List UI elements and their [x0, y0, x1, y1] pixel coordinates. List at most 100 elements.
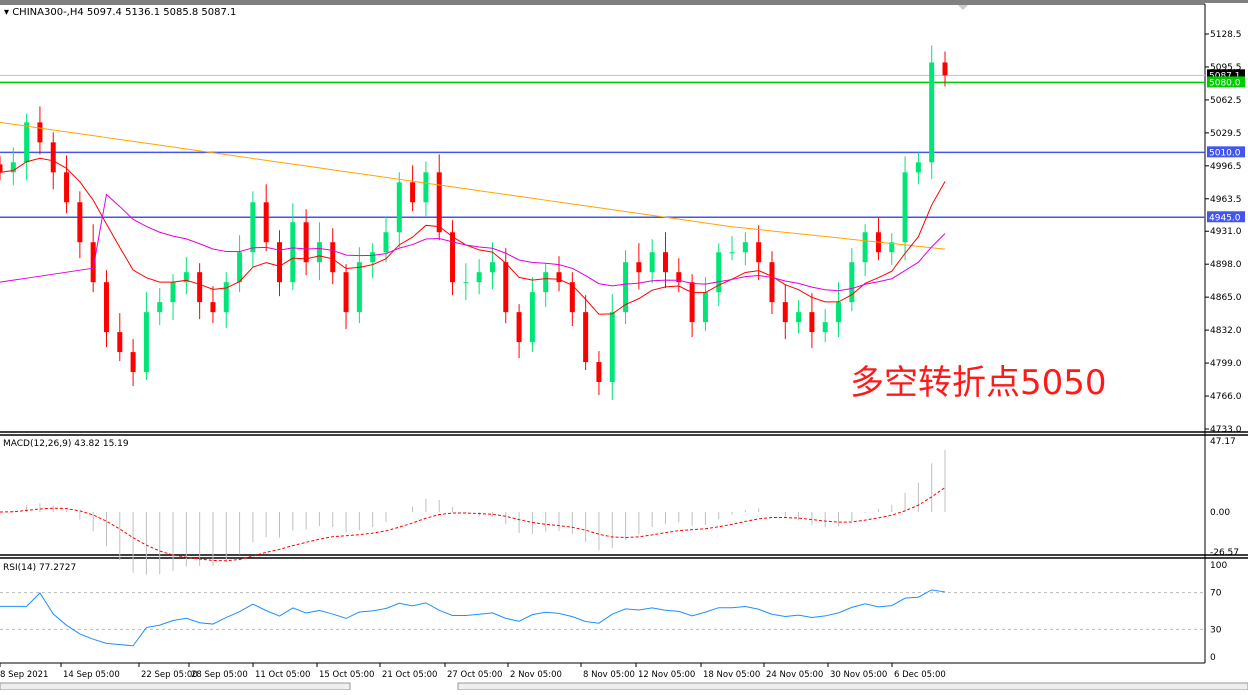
candle-body [649, 252, 655, 273]
time-tick-label: 27 Oct 05:00 [447, 670, 502, 680]
candle-body [809, 312, 815, 333]
ma-short-line [0, 193, 946, 292]
candle-body [343, 272, 349, 313]
price-tick-label: 4963.5 [1210, 195, 1242, 205]
candle-body [942, 62, 948, 76]
time-tick-label: 30 Nov 05:00 [830, 670, 887, 680]
candle-body [929, 62, 935, 163]
annotation-text: 多空转折点5050 [850, 363, 1107, 403]
candle-body [902, 172, 908, 243]
candle-body [849, 262, 855, 303]
price-tick-label: 4733.0 [1210, 425, 1242, 435]
time-tick-label: 6 Dec 05:00 [894, 670, 946, 680]
candle-body [316, 242, 322, 263]
macd-tick-label: 47.17 [1210, 437, 1236, 447]
candle-body [103, 282, 109, 333]
candle-body [277, 242, 283, 283]
candle-body [503, 262, 509, 313]
time-tick-label: 22 Sep 05:00 [141, 670, 198, 680]
price-tick-label: 4898.0 [1210, 260, 1242, 270]
candle-body [662, 252, 668, 273]
candle-body [263, 202, 269, 243]
candle-body [796, 312, 802, 323]
candle-body [516, 312, 522, 343]
current-price-label: 5087.1 [1209, 71, 1241, 81]
price-tick-label: 4996.5 [1210, 162, 1242, 172]
candle-body [676, 272, 682, 283]
candle-body [822, 322, 828, 333]
candle-body [0, 164, 3, 173]
level-badge [1207, 146, 1245, 158]
price-tick-label: 4931.0 [1210, 227, 1242, 237]
candle-body [250, 202, 256, 253]
candle-body [915, 162, 921, 173]
price-tick-label: 4799.0 [1210, 359, 1242, 369]
candle-body [77, 202, 83, 243]
candle-body [556, 272, 562, 283]
time-tick-label: 8 Nov 05:00 [583, 670, 635, 680]
candle-body [543, 272, 549, 293]
candle-body [769, 262, 775, 303]
candle-body [356, 262, 362, 313]
time-tick-label: 18 Nov 05:00 [703, 670, 760, 680]
candle-body [10, 162, 16, 173]
candle-body [117, 332, 123, 353]
time-tick-label: 2 Nov 05:00 [510, 670, 562, 680]
time-tick-label: 15 Oct 05:00 [319, 670, 374, 680]
candle-body [37, 122, 43, 143]
candle-body [90, 242, 96, 283]
candle-body [529, 292, 535, 343]
shift-marker-icon [958, 5, 968, 10]
candle-body [862, 232, 868, 263]
candle-body [569, 282, 575, 313]
candle-body [50, 142, 56, 173]
candle-body [729, 252, 735, 254]
candle-body [170, 282, 176, 303]
candle-body [197, 272, 203, 303]
time-tick-label: 11 Oct 05:00 [255, 670, 310, 680]
price-tick-label: 5062.5 [1210, 96, 1242, 106]
rsi-tick-label: 0 [1210, 653, 1216, 663]
level-label: 4945.0 [1209, 213, 1241, 223]
candle-body [463, 282, 469, 284]
symbol-ohlc-text: CHINA300-,H4 5097.4 5136.1 5085.8 5087.1 [12, 7, 237, 18]
candle-body [623, 262, 629, 313]
rsi-line [0, 589, 946, 647]
candle-body [689, 282, 695, 323]
candle-body [410, 182, 416, 203]
candle-body [423, 172, 429, 203]
macd-tick-label: -26.57 [1210, 548, 1239, 558]
scrollbar [457, 682, 1248, 691]
candle-body [596, 362, 602, 383]
candle-body [383, 232, 389, 253]
candle-body [183, 272, 189, 283]
level-label: 5010.0 [1209, 148, 1241, 158]
window-top-border [0, 0, 1248, 3]
candle-body [889, 242, 895, 253]
time-tick-label: 24 Nov 05:00 [766, 670, 823, 680]
candle-body [716, 252, 722, 293]
candle-body [836, 302, 842, 323]
rsi-tick-label: 70 [1210, 589, 1222, 599]
price-tick-label: 4766.0 [1210, 392, 1242, 402]
current-price-badge [1207, 69, 1245, 81]
candle-body [636, 262, 642, 273]
candle-body [742, 242, 748, 253]
candle-body [396, 182, 402, 233]
candle-body [143, 312, 149, 373]
price-tick-label: 5029.5 [1210, 129, 1242, 139]
price-tick-label: 5128.5 [1210, 30, 1242, 40]
ma-long-line [0, 121, 946, 250]
time-tick-label: 21 Oct 05:00 [382, 670, 437, 680]
macd-signal-line [0, 487, 946, 562]
candle-body [223, 282, 229, 313]
candle-body [290, 222, 296, 283]
candle-body [782, 302, 788, 323]
candle-body [436, 172, 442, 233]
time-tick-label: 12 Nov 05:00 [638, 670, 695, 680]
candle-body [303, 222, 309, 263]
macd-label: MACD(12,26,9) 43.82 15.19 [3, 439, 129, 449]
candle-body [210, 302, 216, 313]
